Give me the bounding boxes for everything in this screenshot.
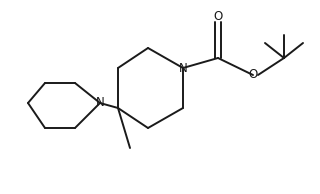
Text: N: N [179, 61, 188, 74]
Text: O: O [213, 10, 223, 23]
Text: N: N [96, 96, 104, 109]
Text: O: O [248, 68, 258, 81]
